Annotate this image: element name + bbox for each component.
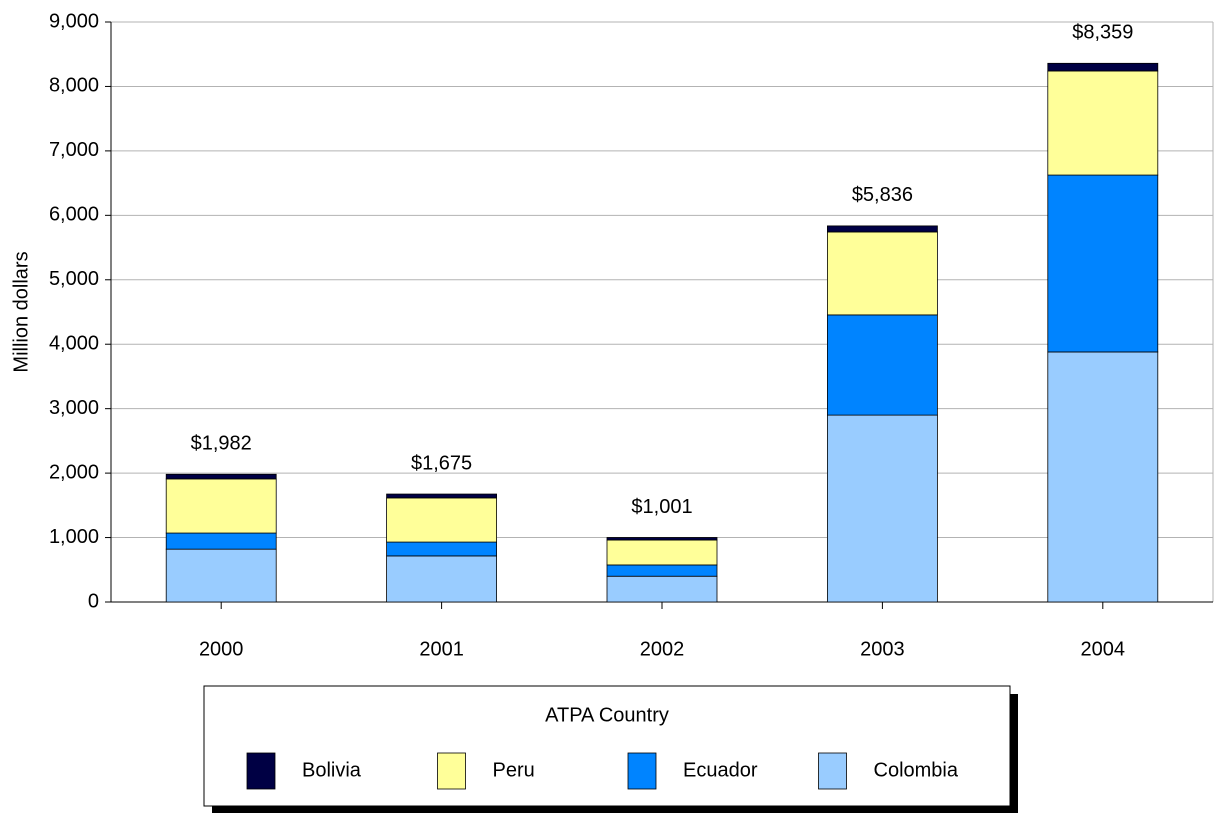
bar-segment bbox=[386, 555, 498, 603]
y-tick-label: 8,000 bbox=[49, 75, 99, 97]
y-tick-label: 5,000 bbox=[49, 268, 99, 290]
y-tick-label: 3,000 bbox=[49, 397, 99, 419]
legend-swatch bbox=[246, 752, 276, 790]
total-label: $1,675 bbox=[411, 452, 472, 474]
bar-segment bbox=[606, 564, 718, 577]
legend-label: Ecuador bbox=[683, 759, 758, 781]
total-label: $1,982 bbox=[191, 433, 252, 455]
x-tick-label: 2002 bbox=[640, 638, 685, 660]
total-label: $5,836 bbox=[852, 184, 913, 206]
y-tick-label: 7,000 bbox=[49, 139, 99, 161]
legend-box bbox=[203, 685, 1011, 807]
legend-swatch bbox=[437, 752, 466, 790]
legend-swatch bbox=[818, 752, 847, 790]
x-tick-label: 2000 bbox=[199, 638, 244, 660]
legend-label: Colombia bbox=[874, 759, 959, 781]
bar-segment bbox=[386, 541, 498, 557]
total-label: $1,001 bbox=[631, 496, 692, 518]
bar-segment bbox=[1047, 351, 1159, 603]
x-tick-label: 2001 bbox=[419, 638, 464, 660]
bar-segment bbox=[827, 231, 938, 316]
y-tick-label: 6,000 bbox=[49, 204, 99, 226]
bar-segment bbox=[1047, 70, 1159, 176]
bar-segment bbox=[1047, 62, 1159, 72]
bar-segment bbox=[165, 478, 277, 534]
total-label: $8,359 bbox=[1072, 22, 1133, 44]
legend-title: ATPA Country bbox=[545, 704, 669, 726]
bar-segment bbox=[165, 532, 277, 550]
y-tick-label: 1,000 bbox=[49, 526, 99, 548]
y-tick-label: 9,000 bbox=[49, 10, 99, 32]
bar-segment bbox=[165, 548, 277, 603]
legend-label: Peru bbox=[493, 759, 535, 781]
bar-segment bbox=[606, 575, 718, 603]
bar-segment bbox=[606, 537, 718, 541]
bar-segment bbox=[386, 493, 498, 499]
x-tick-label: 2004 bbox=[1081, 638, 1126, 660]
x-tick-label: 2003 bbox=[860, 638, 905, 660]
y-axis-label: Million dollars bbox=[10, 251, 32, 372]
bar-segment bbox=[165, 473, 277, 480]
y-tick-label: 0 bbox=[88, 590, 99, 612]
legend-swatch bbox=[627, 752, 657, 790]
y-tick-label: 2,000 bbox=[49, 461, 99, 483]
bar-segment bbox=[606, 539, 718, 566]
bar-segment bbox=[827, 314, 938, 416]
legend-label: Bolivia bbox=[302, 759, 362, 781]
bar-segment bbox=[1047, 174, 1159, 353]
bar-segment bbox=[827, 225, 938, 233]
bar-segment bbox=[827, 414, 938, 603]
bar-segment bbox=[386, 497, 498, 543]
y-tick-label: 4,000 bbox=[49, 333, 99, 355]
